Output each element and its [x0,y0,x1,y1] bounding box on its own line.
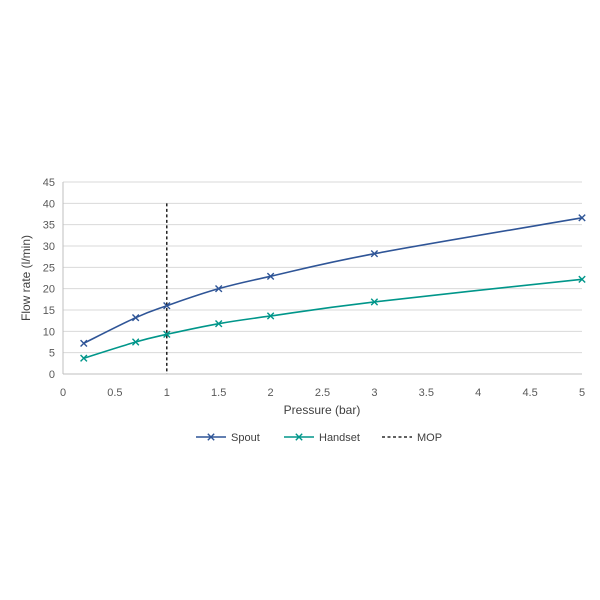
y-tick-label: 30 [43,241,55,253]
spout-data-point [578,214,586,222]
spout-data-point [370,249,379,258]
legend-label: Spout [231,432,260,444]
x-axis-title: Pressure (bar) [284,403,361,417]
handset-data-point [80,354,88,362]
handset-data-point [370,298,379,306]
x-tick-label: 3 [371,387,377,399]
spout-data-point [131,313,140,322]
x-tick-label: 2 [268,387,274,399]
y-tick-label: 5 [49,348,55,360]
axes [62,182,582,375]
legend: Spout Handset MOP [196,432,442,444]
legend-label: MOP [417,432,442,444]
x-tick-label: 1 [164,387,170,399]
x-tick-label: 5 [579,387,585,399]
y-tick-label: 45 [43,177,55,189]
y-tick-label: 10 [43,326,55,338]
x-tick-label: 0 [60,387,66,399]
spout-data-point [163,302,171,310]
y-tick-label: 20 [43,284,55,296]
handset-data-point [266,312,275,320]
y-axis-title: Flow rate (l/min) [19,235,33,321]
spout-data-point [215,284,223,293]
legend-item: Handset [284,432,360,444]
gridlines [63,181,582,354]
handset-data-point [163,330,171,339]
y-tick-label: 40 [43,198,55,210]
y-tick-label: 35 [43,220,55,232]
x-tick-label: 4 [475,387,481,399]
series-lines [80,214,586,362]
spout-series-line [83,217,583,344]
handset-data-point [131,338,140,346]
legend-marker [207,433,215,441]
x-tick-label: 3.5 [419,387,434,399]
x-tick-label: 4.5 [522,387,537,399]
y-tick-label: 15 [43,305,55,317]
legend-label: Handset [319,432,360,444]
legend-item: Spout [196,432,260,444]
tick-labels: 0 5 10 15 20 25 30 35 40 45 0 0.5 1 1.5 2 2.5 3 3.5 4 4.5 5 [43,177,585,399]
legend-marker [295,433,303,441]
y-tick-label: 25 [43,262,55,274]
x-tick-label: 0.5 [107,387,122,399]
handset-series-line [83,278,583,359]
legend-item: MOP [382,432,442,444]
spout-data-point [80,339,88,347]
spout-data-point [266,272,275,280]
x-tick-label: 2.5 [315,387,330,399]
handset-data-point [578,275,586,283]
handset-data-point [215,319,223,328]
y-tick-label: 0 [49,369,55,381]
x-tick-label: 1.5 [211,387,226,399]
